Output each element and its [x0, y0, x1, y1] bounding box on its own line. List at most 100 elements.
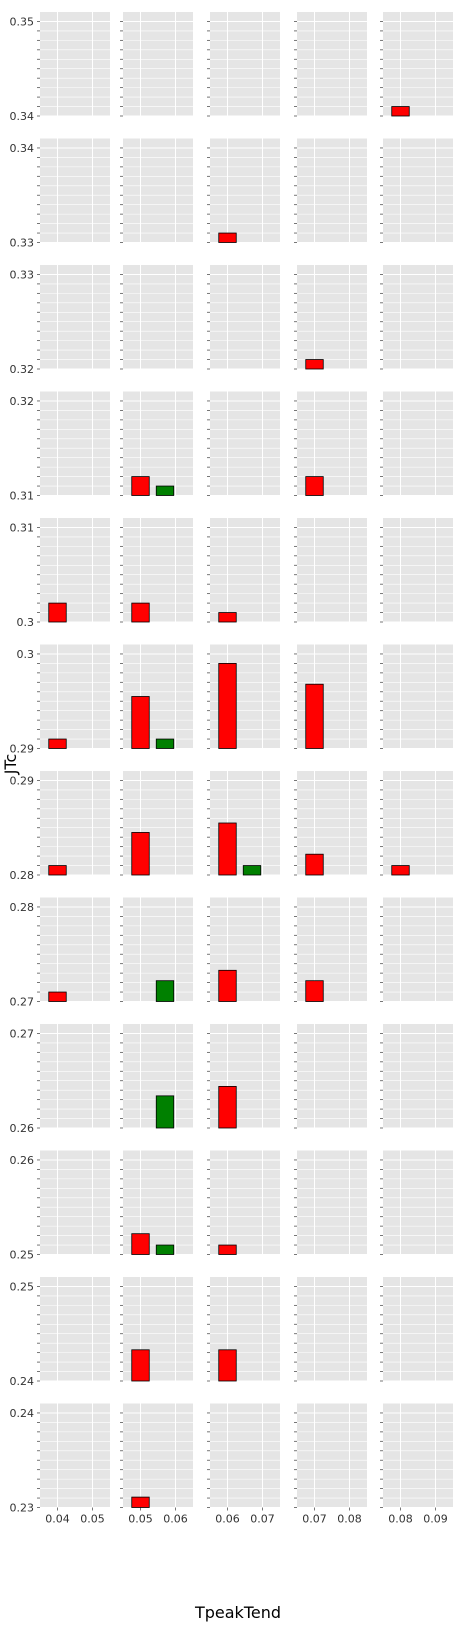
x-axis-label: TpeakTend	[194, 1603, 281, 1622]
y-tick-label: 0.24	[10, 1375, 35, 1388]
panel-background	[123, 12, 193, 116]
panel-background	[40, 897, 110, 1002]
x-tick-label: 0.06	[163, 1513, 188, 1526]
panel-background	[123, 138, 193, 243]
y-tick-label: 0.28	[10, 901, 35, 914]
panel-background	[123, 1403, 193, 1508]
bar-green	[155, 738, 175, 749]
panel-background	[210, 12, 280, 116]
bar-red	[218, 1244, 237, 1255]
panel-background	[383, 897, 453, 1002]
panel-background	[383, 1403, 453, 1508]
y-tick-label: 0.27	[10, 996, 35, 1009]
panel-background	[40, 644, 110, 749]
panel-background	[297, 1277, 367, 1381]
panel-background	[383, 1150, 453, 1255]
x-tick-label: 0.06	[215, 1513, 240, 1526]
panel-background	[40, 1403, 110, 1508]
panel-background	[383, 518, 453, 622]
panel-background	[383, 12, 453, 116]
panel-background	[40, 1024, 110, 1128]
bar-red	[305, 476, 324, 496]
x-tick-label: 0.07	[250, 1513, 275, 1526]
panel-background	[383, 1024, 453, 1128]
panel-background	[40, 1150, 110, 1255]
x-tick-label: 0.08	[337, 1513, 362, 1526]
bar-red	[48, 865, 67, 876]
y-tick-label: 0.33	[10, 268, 35, 281]
bar-red	[218, 969, 237, 1002]
y-tick-label: 0.27	[10, 1027, 35, 1040]
panel-background	[210, 265, 280, 369]
y-tick-label: 0.34	[10, 110, 35, 123]
panel-background	[210, 391, 280, 496]
bar-green	[155, 1244, 175, 1255]
panel-background	[210, 1150, 280, 1255]
panel-background	[383, 1277, 453, 1381]
bar-red	[218, 612, 237, 623]
panel-background	[297, 518, 367, 622]
bar-green	[155, 485, 175, 496]
y-tick-label: 0.29	[10, 774, 35, 787]
y-tick-label: 0.24	[10, 1407, 35, 1420]
x-tick-label: 0.05	[128, 1513, 153, 1526]
panel-background	[297, 1403, 367, 1508]
bar-red	[131, 602, 150, 623]
panel-background	[297, 138, 367, 243]
bar-red	[48, 991, 67, 1002]
bar-red	[218, 1349, 237, 1382]
x-tick-label: 0.05	[80, 1513, 105, 1526]
bar-red	[391, 865, 410, 876]
panel-background	[40, 265, 110, 369]
bar-red	[218, 663, 237, 749]
bar-green	[155, 1095, 175, 1129]
y-axis-label: JTc	[1, 754, 20, 776]
bar-red	[305, 980, 324, 1002]
panel-background	[210, 1403, 280, 1508]
bar-red	[131, 1233, 150, 1255]
bar-red	[48, 602, 67, 623]
panel-background	[40, 771, 110, 875]
y-tick-label: 0.32	[10, 363, 35, 376]
bar-red	[305, 683, 324, 749]
bar-red	[218, 232, 237, 243]
panel-background	[40, 391, 110, 496]
bar-red	[305, 359, 324, 370]
y-tick-label: 0.26	[10, 1154, 35, 1167]
y-tick-label: 0.32	[10, 395, 35, 408]
bar-red	[218, 822, 237, 876]
y-tick-label: 0.25	[10, 1280, 35, 1293]
panel-background	[40, 12, 110, 116]
panel-background	[383, 644, 453, 749]
y-tick-label: 0.3	[17, 648, 35, 661]
panel-background	[383, 771, 453, 875]
y-tick-label: 0.35	[10, 15, 35, 28]
bar-red	[131, 1349, 150, 1382]
panel-background	[383, 391, 453, 496]
panel-background	[383, 265, 453, 369]
x-tick-label: 0.04	[45, 1513, 70, 1526]
x-tick-label: 0.08	[388, 1513, 413, 1526]
bar-green	[242, 865, 262, 876]
bar-red	[131, 696, 150, 749]
bar-green	[155, 980, 175, 1002]
y-tick-label: 0.31	[10, 490, 35, 503]
panel-background	[210, 138, 280, 243]
x-tick-label: 0.07	[302, 1513, 327, 1526]
panel-background	[383, 138, 453, 243]
bar-red	[218, 1086, 237, 1129]
bar-red	[305, 853, 324, 876]
panel-background	[40, 1277, 110, 1381]
y-tick-label: 0.25	[10, 1249, 35, 1262]
y-tick-label: 0.26	[10, 1122, 35, 1135]
panel-background	[297, 265, 367, 369]
y-tick-label: 0.33	[10, 237, 35, 250]
panels-layer: 0.35 0.34 0.34 0.33 0.33 0.32 0.32 0.31 0.31 0.3 0…	[10, 12, 453, 1526]
panel-background	[297, 1150, 367, 1255]
y-tick-label: 0.34	[10, 142, 35, 155]
y-tick-label: 0.29	[10, 743, 35, 756]
panel-background	[297, 1024, 367, 1128]
panel-background	[123, 265, 193, 369]
panel-background	[40, 138, 110, 243]
